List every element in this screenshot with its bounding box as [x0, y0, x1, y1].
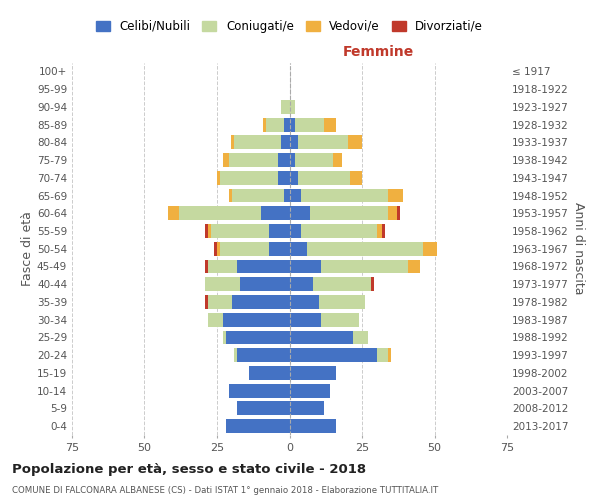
- Bar: [290, 419, 336, 433]
- Bar: [168, 206, 179, 220]
- Bar: [290, 313, 322, 326]
- Bar: [322, 313, 359, 326]
- Bar: [278, 171, 290, 184]
- Bar: [301, 188, 388, 202]
- Bar: [409, 260, 420, 274]
- Bar: [240, 278, 290, 291]
- Bar: [229, 188, 232, 202]
- Bar: [214, 242, 217, 256]
- Y-axis label: Fasce di età: Fasce di età: [21, 212, 34, 286]
- Bar: [232, 188, 284, 202]
- Bar: [301, 224, 377, 238]
- Bar: [281, 100, 290, 114]
- Bar: [290, 330, 353, 344]
- Bar: [226, 330, 290, 344]
- Bar: [235, 348, 238, 362]
- Bar: [249, 366, 290, 380]
- Bar: [205, 224, 208, 238]
- Bar: [260, 206, 290, 220]
- Bar: [295, 118, 325, 132]
- Bar: [388, 206, 397, 220]
- Bar: [310, 206, 388, 220]
- Text: Femmine: Femmine: [343, 45, 414, 59]
- Bar: [298, 136, 347, 149]
- Bar: [290, 402, 325, 415]
- Bar: [208, 313, 223, 326]
- Bar: [290, 242, 307, 256]
- Bar: [205, 295, 208, 309]
- Bar: [307, 242, 423, 256]
- Bar: [388, 348, 391, 362]
- Bar: [205, 278, 240, 291]
- Bar: [353, 330, 368, 344]
- Bar: [223, 153, 229, 167]
- Bar: [205, 260, 208, 274]
- Bar: [319, 295, 365, 309]
- Bar: [371, 278, 374, 291]
- Bar: [208, 295, 232, 309]
- Bar: [290, 295, 319, 309]
- Bar: [290, 153, 295, 167]
- Bar: [269, 242, 290, 256]
- Bar: [232, 295, 290, 309]
- Bar: [322, 260, 409, 274]
- Bar: [220, 242, 269, 256]
- Bar: [388, 188, 403, 202]
- Bar: [208, 260, 238, 274]
- Bar: [290, 171, 298, 184]
- Bar: [269, 224, 290, 238]
- Text: COMUNE DI FALCONARA ALBANESE (CS) - Dati ISTAT 1° gennaio 2018 - Elaborazione TU: COMUNE DI FALCONARA ALBANESE (CS) - Dati…: [12, 486, 438, 495]
- Bar: [211, 224, 269, 238]
- Text: Popolazione per età, sesso e stato civile - 2018: Popolazione per età, sesso e stato civil…: [12, 462, 366, 475]
- Bar: [223, 313, 290, 326]
- Bar: [220, 171, 278, 184]
- Bar: [217, 242, 220, 256]
- Bar: [290, 100, 295, 114]
- Bar: [325, 118, 336, 132]
- Bar: [290, 188, 301, 202]
- Legend: Celibi/Nubili, Coniugati/e, Vedovi/e, Divorziati/e: Celibi/Nubili, Coniugati/e, Vedovi/e, Di…: [96, 20, 483, 33]
- Bar: [263, 118, 266, 132]
- Bar: [229, 153, 278, 167]
- Bar: [281, 136, 290, 149]
- Bar: [266, 118, 284, 132]
- Bar: [350, 171, 362, 184]
- Bar: [290, 384, 330, 398]
- Bar: [290, 118, 295, 132]
- Bar: [290, 260, 322, 274]
- Bar: [217, 171, 220, 184]
- Bar: [238, 402, 290, 415]
- Bar: [313, 278, 371, 291]
- Bar: [382, 224, 385, 238]
- Bar: [290, 206, 310, 220]
- Bar: [290, 136, 298, 149]
- Bar: [290, 348, 377, 362]
- Bar: [333, 153, 342, 167]
- Y-axis label: Anni di nascita: Anni di nascita: [572, 202, 585, 295]
- Bar: [377, 348, 388, 362]
- Bar: [226, 419, 290, 433]
- Bar: [290, 278, 313, 291]
- Bar: [278, 153, 290, 167]
- Bar: [298, 171, 350, 184]
- Bar: [397, 206, 400, 220]
- Bar: [232, 136, 235, 149]
- Bar: [179, 206, 260, 220]
- Bar: [290, 366, 336, 380]
- Bar: [290, 224, 301, 238]
- Bar: [295, 153, 333, 167]
- Bar: [223, 330, 226, 344]
- Bar: [238, 348, 290, 362]
- Bar: [238, 260, 290, 274]
- Bar: [377, 224, 382, 238]
- Bar: [208, 224, 211, 238]
- Bar: [284, 188, 290, 202]
- Bar: [423, 242, 437, 256]
- Bar: [235, 136, 281, 149]
- Bar: [347, 136, 362, 149]
- Bar: [284, 118, 290, 132]
- Bar: [229, 384, 290, 398]
